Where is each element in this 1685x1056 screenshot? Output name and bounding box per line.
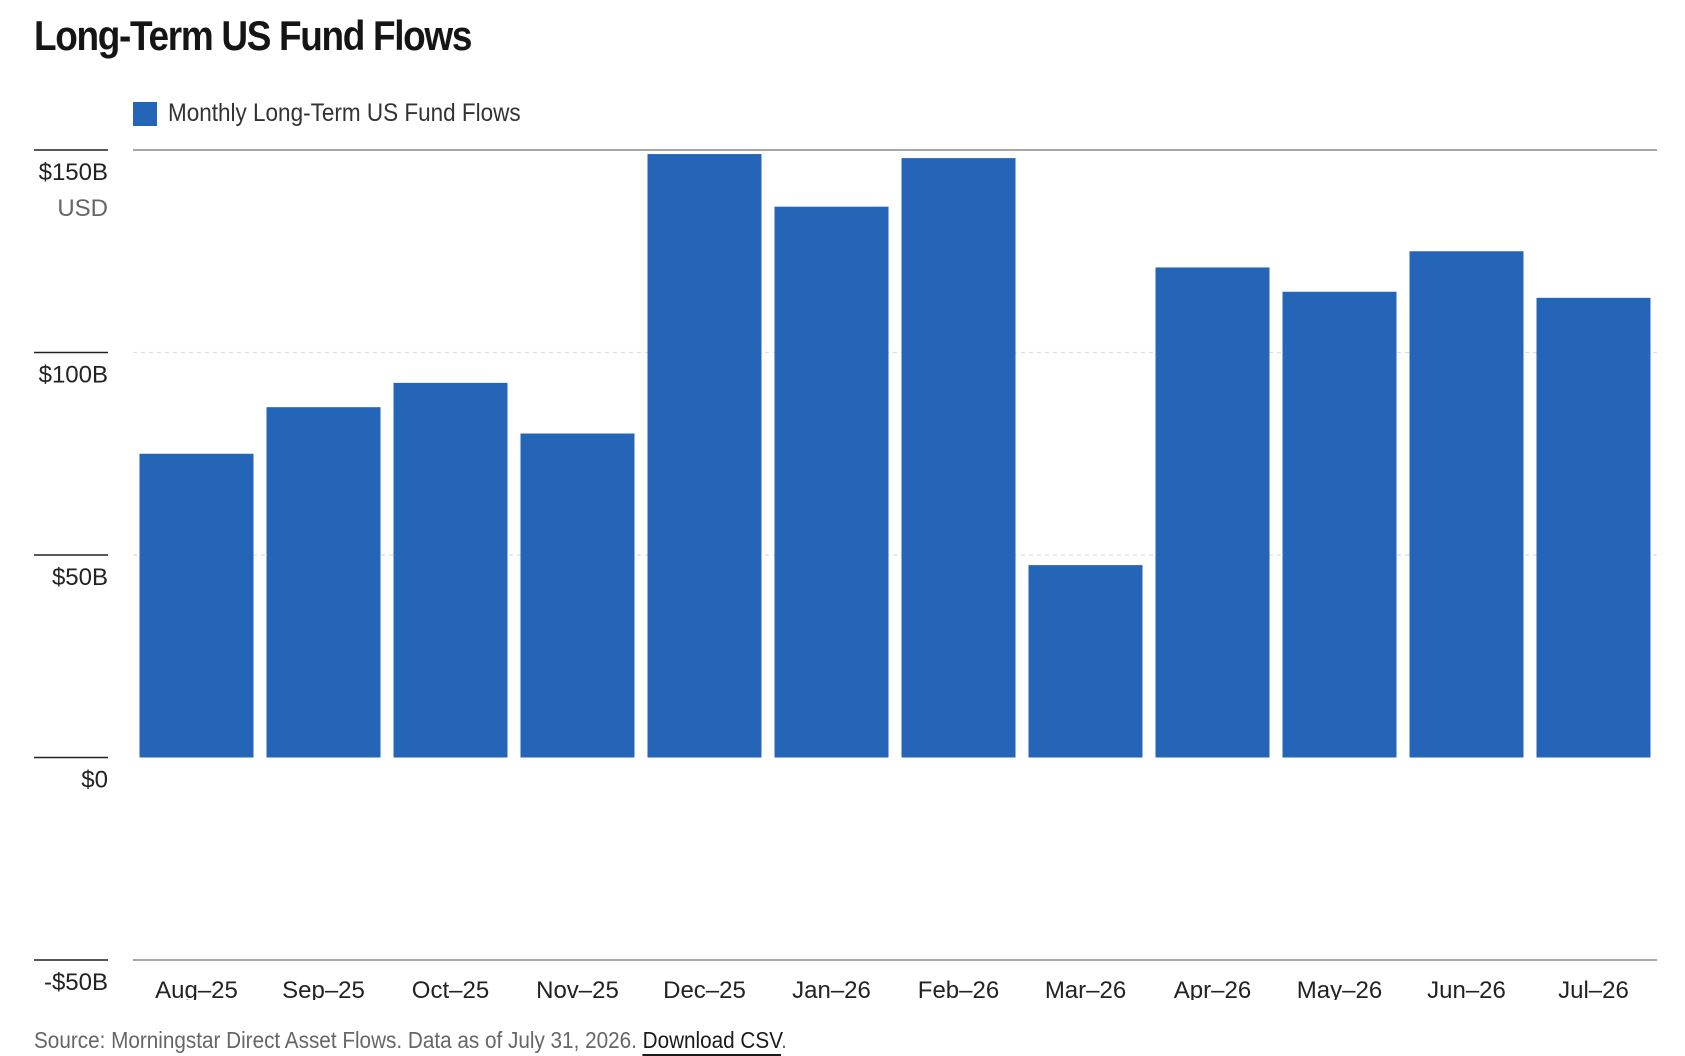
bar	[647, 154, 762, 758]
bar	[393, 382, 508, 758]
legend-swatch	[133, 101, 157, 126]
bar	[1028, 565, 1143, 758]
x-tick-label: Dec–25	[663, 977, 746, 1000]
x-tick-label: Oct–25	[412, 977, 489, 1000]
source-trailing: .	[781, 1027, 787, 1053]
y-tick-label: $150B	[39, 159, 108, 186]
bar	[520, 433, 635, 758]
x-tick-label: Jul–26	[1558, 977, 1629, 1000]
grid-layer	[133, 149, 1657, 961]
x-tick-label: Sep–25	[282, 977, 365, 1000]
source-note: Source: Morningstar Direct Asset Flows. …	[34, 1027, 787, 1056]
x-tick-label: Jan–26	[792, 977, 871, 1000]
x-tick-label: Nov–25	[536, 977, 619, 1000]
source-text: Source: Morningstar Direct Asset Flows. …	[34, 1027, 637, 1053]
bar	[266, 407, 381, 758]
y-tick-label: $0	[81, 767, 108, 794]
bar-chart: $150B USD $100B $50B $0 -$50B Aug–25 Sep–25 Oct–…	[34, 149, 1657, 1000]
bar	[1536, 297, 1651, 758]
bars-layer	[139, 154, 1651, 758]
bar	[1409, 251, 1524, 758]
x-tick-label: Mar–26	[1045, 977, 1126, 1000]
chart-title: Long-Term US Fund Flows	[34, 12, 472, 59]
download-csv-link[interactable]: Download CSV	[642, 1027, 782, 1056]
x-tick-label: Jun–26	[1427, 977, 1506, 1000]
legend-label: Monthly Long-Term US Fund Flows	[168, 99, 521, 127]
bar	[1155, 267, 1270, 758]
chart-legend: Monthly Long-Term US Fund Flows	[133, 99, 560, 128]
bar	[139, 453, 254, 758]
x-tick-label: Apr–26	[1174, 977, 1251, 1000]
y-tick-label: $50B	[52, 564, 108, 591]
bar	[901, 158, 1016, 758]
y-tick-label: -$50B	[44, 969, 108, 996]
y-unit-label: USD	[57, 195, 108, 222]
x-tick-label: Aug–25	[155, 977, 238, 1000]
y-tick-label: $100B	[39, 362, 108, 389]
x-tick-label: May–26	[1297, 977, 1382, 1000]
bar	[1282, 291, 1397, 758]
axis-layer: $150B USD $100B $50B $0 -$50B Aug–25 Sep–25 Oct–…	[34, 149, 1629, 1000]
x-tick-label: Feb–26	[918, 977, 999, 1000]
bar	[774, 206, 889, 758]
